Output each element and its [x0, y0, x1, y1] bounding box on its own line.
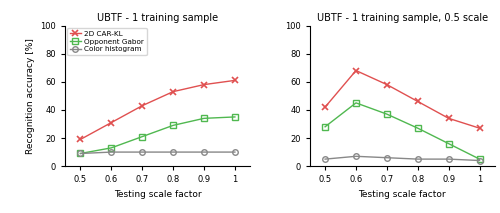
Opponent Gabor	[139, 135, 145, 138]
Color histogram	[415, 158, 421, 160]
Title: UBTF - 1 training sample: UBTF - 1 training sample	[97, 13, 218, 23]
2D CAR-KL	[415, 100, 421, 103]
2D CAR-KL	[139, 104, 145, 107]
Line: 2D CAR-KL: 2D CAR-KL	[78, 78, 237, 142]
Opponent Gabor	[170, 124, 176, 127]
Opponent Gabor	[446, 142, 452, 145]
Color histogram	[232, 151, 238, 153]
Color histogram	[170, 151, 176, 153]
Y-axis label: Recognition accuracy [%]: Recognition accuracy [%]	[26, 38, 35, 154]
2D CAR-KL	[170, 90, 176, 93]
Color histogram	[353, 155, 359, 158]
Opponent Gabor	[384, 113, 390, 115]
2D CAR-KL	[232, 79, 238, 82]
2D CAR-KL	[353, 69, 359, 72]
Line: Color histogram: Color histogram	[78, 149, 237, 156]
Opponent Gabor	[232, 116, 238, 118]
Line: Opponent Gabor: Opponent Gabor	[322, 100, 482, 162]
X-axis label: Testing scale factor: Testing scale factor	[358, 190, 446, 199]
Line: Color histogram: Color histogram	[322, 154, 482, 163]
2D CAR-KL	[201, 83, 207, 86]
Opponent Gabor	[108, 147, 114, 149]
Title: UBTF - 1 training sample, 0.5 scale: UBTF - 1 training sample, 0.5 scale	[317, 13, 488, 23]
Opponent Gabor	[353, 102, 359, 104]
2D CAR-KL	[108, 121, 114, 124]
2D CAR-KL	[384, 83, 390, 86]
Color histogram	[476, 159, 482, 162]
2D CAR-KL	[78, 138, 84, 141]
Color histogram	[78, 152, 84, 155]
Color histogram	[446, 158, 452, 160]
Line: 2D CAR-KL: 2D CAR-KL	[322, 68, 482, 131]
2D CAR-KL	[476, 127, 482, 130]
2D CAR-KL	[446, 117, 452, 120]
Color histogram	[139, 151, 145, 153]
Opponent Gabor	[201, 117, 207, 120]
Line: Opponent Gabor: Opponent Gabor	[78, 114, 237, 156]
Color histogram	[322, 158, 328, 160]
Opponent Gabor	[476, 158, 482, 160]
X-axis label: Testing scale factor: Testing scale factor	[114, 190, 202, 199]
Color histogram	[108, 151, 114, 153]
Color histogram	[201, 151, 207, 153]
Opponent Gabor	[322, 125, 328, 128]
Legend: 2D CAR-KL, Opponent Gabor, Color histogram: 2D CAR-KL, Opponent Gabor, Color histogr…	[67, 28, 146, 55]
Opponent Gabor	[415, 127, 421, 130]
Color histogram	[384, 156, 390, 159]
Opponent Gabor	[78, 152, 84, 155]
2D CAR-KL	[322, 106, 328, 108]
